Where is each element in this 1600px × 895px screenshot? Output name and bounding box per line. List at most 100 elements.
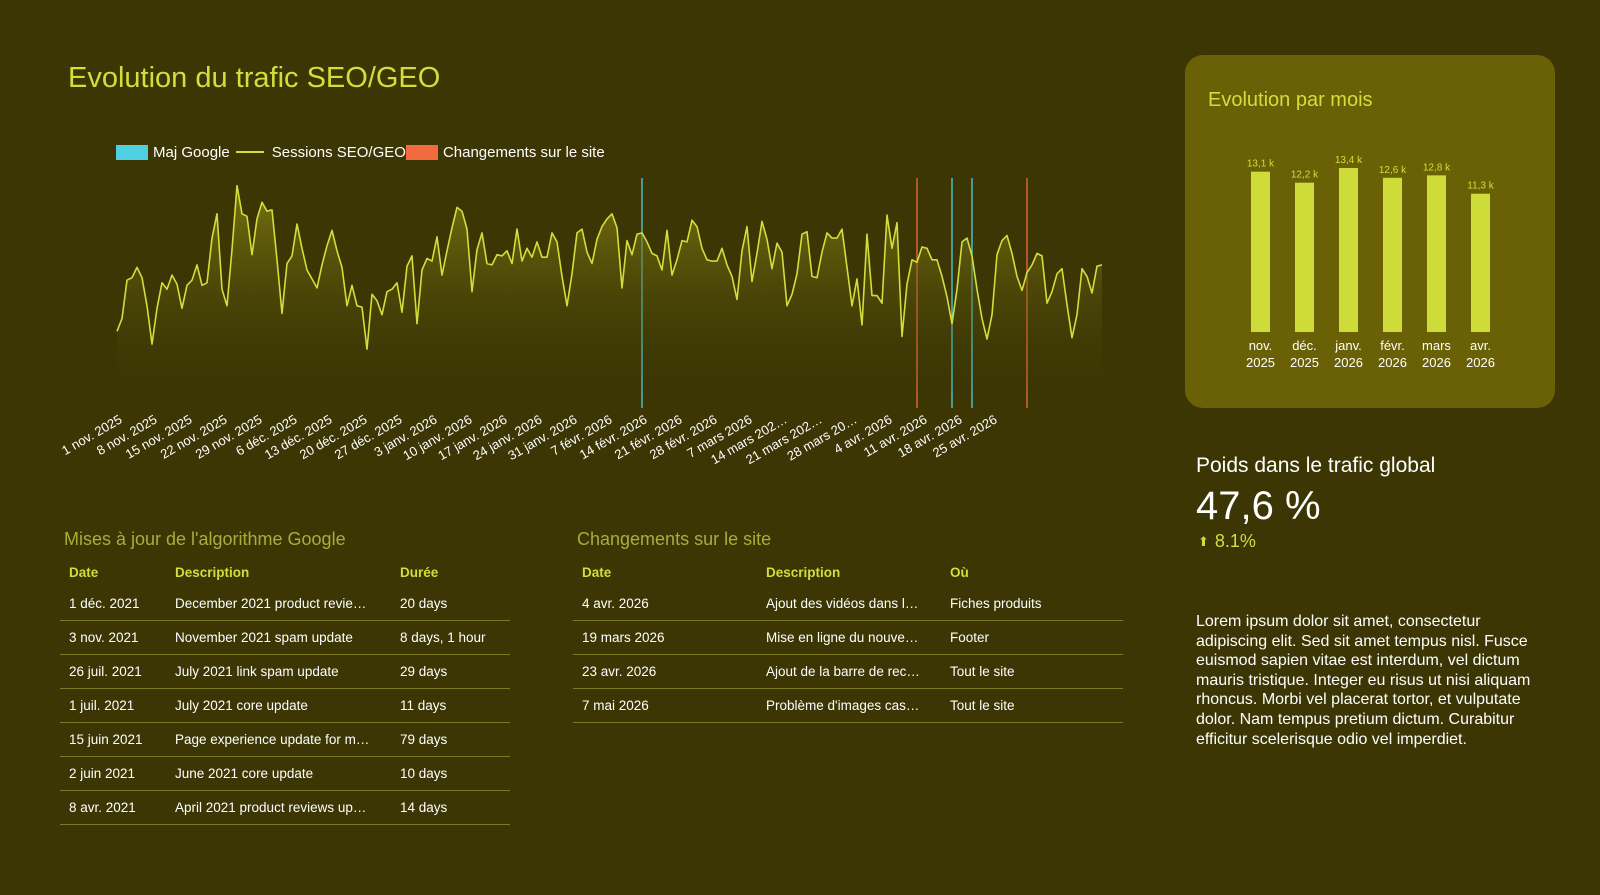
legend-label-changements: Changements sur le site xyxy=(442,143,605,161)
bar-category-label: nov. xyxy=(1249,338,1273,353)
table-row[interactable]: 4 avr. 2026 Ajout des vidéos dans l… Fiche… xyxy=(573,587,1123,621)
legend-item-changements[interactable]: Changements sur le site xyxy=(405,143,605,161)
cell-ou: Fiches produits xyxy=(941,587,1123,621)
table-row[interactable]: 23 avr. 2026 Ajout de la barre de rec… Tou… xyxy=(573,654,1123,689)
bar-category-label: 2026 xyxy=(1334,355,1363,370)
bar-value-label: 12,2 k xyxy=(1291,170,1319,181)
column-header-date[interactable]: Date xyxy=(582,564,612,580)
cell-date: 2 juin 2021 xyxy=(60,756,166,791)
bar-category-label: 2026 xyxy=(1466,355,1495,370)
cell-duree: 10 days xyxy=(391,756,510,791)
bar-category-label: avr. xyxy=(1470,338,1491,353)
cell-date: 1 déc. 2021 xyxy=(60,587,166,621)
cell-description: Ajout des vidéos dans l… xyxy=(757,587,941,621)
cell-description: July 2021 core update xyxy=(166,688,391,723)
page-title: Evolution du trafic SEO/GEO xyxy=(68,62,441,94)
cell-description: April 2021 product reviews up… xyxy=(166,790,391,825)
table-row[interactable]: 19 mars 2026 Mise en ligne du nouve… Foote… xyxy=(573,620,1123,655)
cell-description: Problème d'images cas… xyxy=(757,688,941,723)
column-header-description[interactable]: Description xyxy=(175,564,250,580)
table-row[interactable]: 2 juin 2021 June 2021 core update 10 days xyxy=(60,756,510,791)
legend-swatch-sessions xyxy=(235,151,264,153)
bar[interactable] xyxy=(1471,193,1490,332)
legend-label-sessions: Sessions SEO/GEO xyxy=(271,143,406,161)
legend-swatch-maj-google xyxy=(116,144,148,160)
cell-duree: 11 days xyxy=(391,688,510,723)
table-row[interactable]: 8 avr. 2021 April 2021 product reviews up… xyxy=(60,790,510,825)
cell-date: 8 avr. 2021 xyxy=(60,790,166,825)
cell-description: December 2021 product revie… xyxy=(166,587,391,621)
weight-delta-value: 8.1% xyxy=(1214,531,1256,551)
description-text: Lorem ipsum dolor sit amet, consectetur … xyxy=(1196,613,1531,748)
column-header-duree[interactable]: Durée xyxy=(400,564,439,580)
cell-description: June 2021 core update xyxy=(166,756,391,791)
bar-category-label: 2025 xyxy=(1246,355,1275,370)
legend-swatch-changements xyxy=(405,144,438,160)
sessions-area xyxy=(117,185,1102,394)
bar-category-label: mars xyxy=(1422,338,1451,353)
table-row[interactable]: 26 juil. 2021 July 2021 link spam update 2… xyxy=(60,654,510,689)
cell-ou: Tout le site xyxy=(941,688,1123,723)
monthly-card-title: Evolution par mois xyxy=(1208,89,1373,111)
legend-item-maj-google[interactable]: Maj Google xyxy=(116,144,230,161)
algo-table-title: Mises à jour de l'algorithme Google xyxy=(64,529,346,549)
cell-date: 15 juin 2021 xyxy=(60,722,166,757)
bar-value-label: 12,8 k xyxy=(1423,162,1451,173)
cell-duree: 14 days xyxy=(391,790,510,825)
bar-category-label: 2026 xyxy=(1378,355,1407,370)
cell-date: 7 mai 2026 xyxy=(573,688,757,723)
table-row[interactable]: 3 nov. 2021 November 2021 spam update 8 da… xyxy=(60,620,510,655)
cell-date: 19 mars 2026 xyxy=(573,620,757,655)
site-table-title: Changements sur le site xyxy=(577,529,772,549)
cell-duree: 20 days xyxy=(391,587,510,621)
bar-category-label: 2026 xyxy=(1422,355,1451,370)
column-header-description[interactable]: Description xyxy=(766,564,841,580)
site-changes-table: Date Description Où 4 avr. 2026 Ajout des… xyxy=(573,557,1123,723)
weight-title: Poids dans le trafic global xyxy=(1196,454,1436,477)
bar[interactable] xyxy=(1251,171,1270,332)
cell-description: July 2021 link spam update xyxy=(166,654,391,689)
cell-duree: 79 days xyxy=(391,722,510,757)
column-header-ou[interactable]: Où xyxy=(950,564,969,580)
table-row[interactable]: 1 déc. 2021 December 2021 product revie… 2… xyxy=(60,587,510,621)
table-row[interactable]: 1 juil. 2021 July 2021 core update 11 days xyxy=(60,688,510,723)
legend-item-sessions[interactable]: Sessions SEO/GEO xyxy=(230,144,406,161)
cell-description: Page experience update for m… xyxy=(166,722,391,757)
bar-value-label: 11,3 k xyxy=(1467,181,1494,192)
chart-legend: Maj Google Sessions SEO/GEO Changements … xyxy=(116,143,605,161)
monthly-card: Evolution par mois 13,1 k nov. 2025 12,2 k d… xyxy=(1185,55,1555,408)
bar-value-label: 12,6 k xyxy=(1379,165,1407,176)
column-header-date[interactable]: Date xyxy=(69,564,99,580)
legend-label-maj-google: Maj Google xyxy=(153,143,230,161)
table-row[interactable]: 7 mai 2026 Problème d'images cas… Tout le … xyxy=(573,688,1123,723)
table-header-row: Date Description Où xyxy=(573,557,1123,587)
cell-ou: Tout le site xyxy=(941,654,1123,689)
table-row[interactable]: 15 juin 2021 Page experience update for m… xyxy=(60,722,510,757)
cell-ou: Footer xyxy=(941,620,1123,655)
bar-category-label: févr. xyxy=(1380,338,1405,353)
arrow-up-icon: ⬆ xyxy=(1198,533,1209,549)
cell-description: November 2021 spam update xyxy=(166,620,391,655)
bar-category-label: 2025 xyxy=(1290,355,1319,370)
cell-duree: 8 days, 1 hour xyxy=(391,620,510,655)
algo-updates-table: Date Description Durée 1 déc. 2021 Decemb… xyxy=(60,557,510,825)
weight-value: 47,6 % xyxy=(1196,484,1321,528)
cell-date: 3 nov. 2021 xyxy=(60,620,166,655)
cell-date: 26 juil. 2021 xyxy=(60,654,166,689)
bar[interactable] xyxy=(1339,168,1358,332)
bar-category-label: déc. xyxy=(1292,338,1317,353)
bar[interactable] xyxy=(1295,182,1314,332)
bar-value-label: 13,1 k xyxy=(1247,159,1275,170)
cell-date: 23 avr. 2026 xyxy=(573,654,757,689)
cell-description: Ajout de la barre de rec… xyxy=(757,654,941,689)
cell-date: 1 juil. 2021 xyxy=(60,688,166,723)
cell-description: Mise en ligne du nouve… xyxy=(757,620,941,655)
weight-delta: ⬆ 8.1% xyxy=(1198,531,1256,552)
monthly-bar-chart[interactable]: 13,1 k nov. 2025 12,2 k déc. 2025 13,4 k janv. 2… xyxy=(1185,55,1555,408)
cell-duree: 29 days xyxy=(391,654,510,689)
table-header-row: Date Description Durée xyxy=(60,557,510,587)
bar[interactable] xyxy=(1383,177,1402,332)
bar[interactable] xyxy=(1427,175,1446,332)
sessions-line xyxy=(116,184,1103,350)
